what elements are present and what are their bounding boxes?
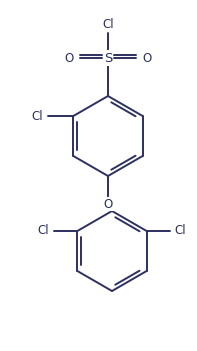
Text: S: S — [104, 52, 112, 65]
Text: O: O — [142, 52, 152, 65]
Text: Cl: Cl — [175, 225, 186, 238]
Text: O: O — [64, 52, 74, 65]
Text: Cl: Cl — [102, 18, 114, 31]
Text: Cl: Cl — [32, 110, 43, 122]
Text: Cl: Cl — [38, 225, 49, 238]
Text: O: O — [103, 198, 113, 211]
